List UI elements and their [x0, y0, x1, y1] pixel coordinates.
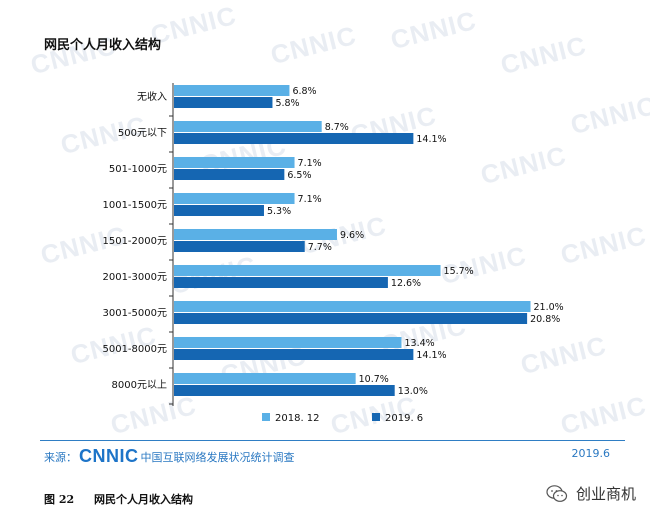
category-label: 501-1000元: [109, 164, 167, 175]
category-label: 无收入: [137, 90, 167, 103]
wechat-icon: [546, 484, 568, 502]
data-label: 20.8%: [530, 314, 560, 325]
bar-2019: [174, 169, 285, 180]
bar-2019: [174, 277, 388, 288]
bar-2018: [174, 337, 402, 348]
chart-title: 网民个人月收入结构: [44, 38, 162, 53]
data-label: 12.6%: [391, 278, 421, 289]
bar-2019: [174, 385, 395, 396]
data-label: 5.8%: [275, 98, 299, 109]
data-label: 7.1%: [298, 194, 322, 205]
category-label: 2001-3000元: [102, 272, 167, 283]
data-label: 9.6%: [340, 230, 364, 241]
bar-2019: [174, 205, 264, 216]
bar-2018: [174, 157, 295, 168]
data-label: 8.7%: [325, 122, 349, 133]
legend-swatch: [372, 413, 380, 421]
figure-title: 网民个人月收入结构: [93, 493, 193, 506]
category-label: 500元以下: [118, 128, 167, 139]
bar-2018: [174, 229, 337, 240]
figure-caption: 图 22 网民个人月收入结构: [44, 491, 193, 507]
legend-swatch: [262, 413, 270, 421]
data-label: 5.3%: [267, 206, 291, 217]
data-label: 14.1%: [416, 350, 446, 361]
bar-2018: [174, 121, 322, 132]
report-date: 2019.6: [571, 447, 611, 460]
data-label: 13.4%: [404, 338, 434, 349]
data-label: 10.7%: [359, 374, 389, 385]
source-org: 中国互联网络发展状况统计调查: [140, 450, 295, 464]
data-label: 21.0%: [534, 302, 564, 313]
bar-2018: [174, 301, 531, 312]
data-label: 7.7%: [308, 242, 332, 253]
bar-2019: [174, 97, 273, 108]
figure-number: 图 22: [44, 493, 75, 506]
category-label: 3001-5000元: [102, 308, 167, 319]
category-label: 1001-1500元: [102, 200, 167, 211]
data-label: 14.1%: [416, 134, 446, 145]
bar-2018: [174, 373, 356, 384]
bar-2018: [174, 265, 441, 276]
bar-2018: [174, 193, 295, 204]
bar-chart: 无收入6.8%5.8%500元以下8.7%14.1%501-1000元7.1%6…: [102, 83, 564, 424]
bar-2019: [174, 313, 528, 324]
wechat-account[interactable]: 创业商机: [546, 483, 636, 504]
source-label: 来源：: [44, 450, 77, 464]
legend-label: 2019. 6: [385, 413, 423, 424]
source-line: 来源： CNNIC 中国互联网络发展状况统计调查: [44, 446, 295, 467]
data-label: 7.1%: [298, 158, 322, 169]
category-label: 1501-2000元: [102, 236, 167, 247]
category-label: 5001-8000元: [102, 344, 167, 355]
footer-divider: [40, 440, 625, 441]
cnnic-logo: CNNIC: [79, 446, 139, 466]
data-label: 6.8%: [292, 86, 316, 97]
category-label: 8000元以上: [112, 379, 167, 391]
bar-2019: [174, 349, 414, 360]
data-label: 15.7%: [444, 266, 474, 277]
bar-2018: [174, 85, 290, 96]
wechat-label: 创业商机: [575, 485, 636, 503]
bar-2019: [174, 241, 305, 252]
bar-2019: [174, 133, 414, 144]
data-label: 6.5%: [287, 170, 311, 181]
legend-label: 2018. 12: [275, 413, 320, 424]
data-label: 13.0%: [398, 386, 428, 397]
